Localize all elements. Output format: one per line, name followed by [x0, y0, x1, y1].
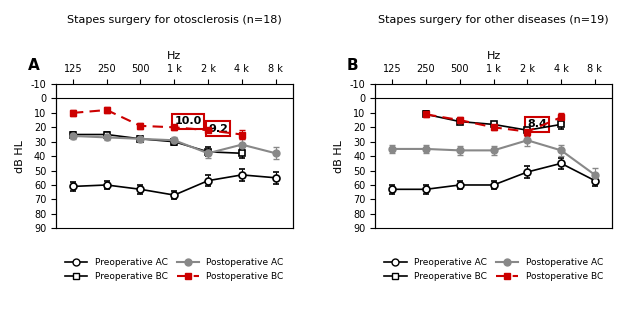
- Legend: Preoperative AC, Preoperative BC, Postoperative AC, Postoperative BC: Preoperative AC, Preoperative BC, Postop…: [61, 255, 287, 284]
- Legend: Preoperative AC, Preoperative BC, Postoperative AC, Postoperative BC: Preoperative AC, Preoperative BC, Postop…: [381, 255, 606, 284]
- X-axis label: Hz: Hz: [486, 51, 501, 61]
- Text: A: A: [28, 58, 40, 73]
- Y-axis label: dB HL: dB HL: [15, 140, 25, 172]
- Text: 8.4: 8.4: [527, 119, 547, 129]
- Text: 9.2: 9.2: [208, 124, 228, 134]
- Y-axis label: dB HL: dB HL: [334, 140, 344, 172]
- Title: Stapes surgery for otosclerosis (n=18): Stapes surgery for otosclerosis (n=18): [67, 15, 282, 25]
- Text: B: B: [347, 58, 359, 73]
- Text: 10.0: 10.0: [174, 116, 201, 126]
- X-axis label: Hz: Hz: [167, 51, 181, 61]
- Title: Stapes surgery for other diseases (n=19): Stapes surgery for other diseases (n=19): [378, 15, 609, 25]
